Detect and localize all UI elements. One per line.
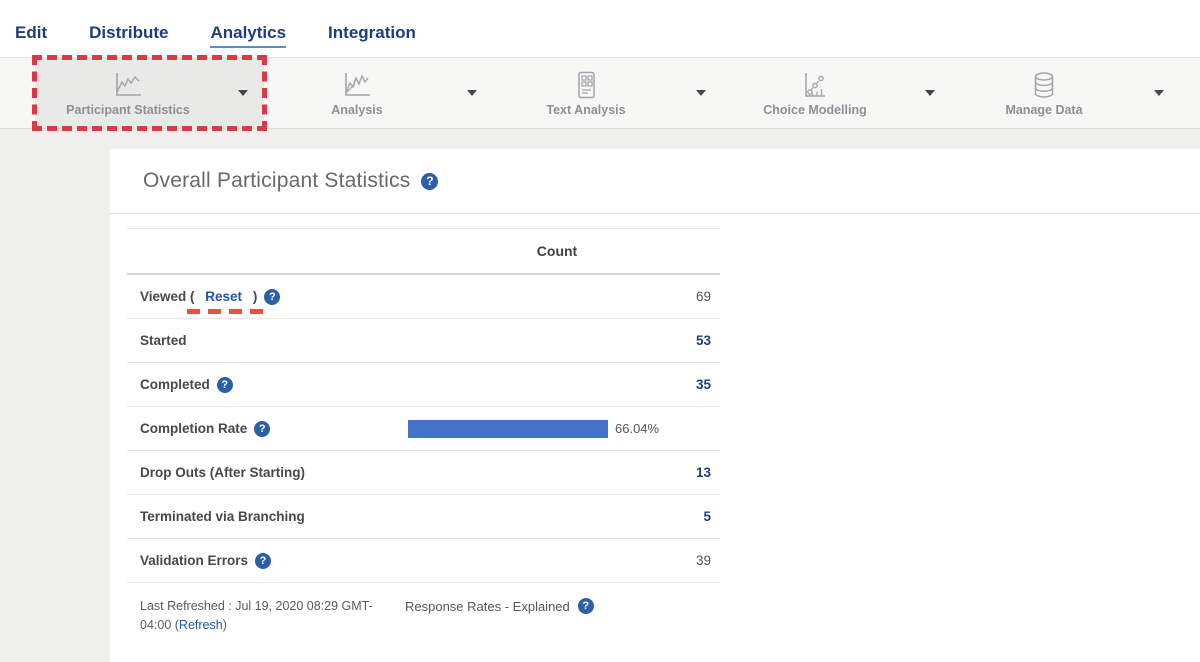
toolbar-dropdown-analysis[interactable] — [450, 58, 493, 128]
toolbar-tab-text-analysis[interactable]: Text Analysis — [493, 58, 679, 128]
table-row-drop-outs: Drop Outs (After Starting) 13 — [127, 451, 720, 495]
row-label-text: ) — [249, 289, 257, 304]
panel-header: Overall Participant Statistics ? — [110, 149, 1200, 214]
toolbar-tab-choice-modelling[interactable]: Choice Modelling — [722, 58, 908, 128]
table-row-viewed: Viewed ( Reset )? 69 — [127, 275, 720, 319]
row-value-completed[interactable]: 35 — [696, 377, 711, 392]
chevron-down-icon — [696, 90, 706, 96]
table-footer: Last Refreshed : Jul 19, 2020 08:29 GMT-… — [127, 583, 720, 636]
toolbar-group-text-analysis: Text Analysis — [493, 58, 722, 128]
analytics-toolbar: Participant Statistics Analysis Text Analy… — [0, 57, 1200, 129]
toolbar-group-choice-modelling: Choice Modelling — [722, 58, 951, 128]
toolbar-group-participant-statistics: Participant Statistics — [35, 58, 264, 128]
toolbar-group-analysis: Analysis — [264, 58, 493, 128]
toolbar-tab-label: Participant Statistics — [66, 103, 190, 117]
database-icon — [1027, 70, 1061, 100]
row-label-text: Drop Outs (After Starting) — [140, 465, 305, 480]
table-header-row: Count — [127, 228, 720, 275]
refresh-link[interactable]: Refresh — [179, 618, 223, 632]
row-value-started[interactable]: 53 — [696, 333, 711, 348]
table-row-completed: Completed? 35 — [127, 363, 720, 407]
row-label: Started — [140, 333, 187, 348]
toolbar-dropdown-choice-modelling[interactable] — [908, 58, 951, 128]
row-label: Completion Rate? — [140, 421, 270, 437]
table-row-validation-errors: Validation Errors? 39 — [127, 539, 720, 583]
help-icon[interactable]: ? — [578, 598, 594, 614]
toolbar-tab-analysis[interactable]: Analysis — [264, 58, 450, 128]
toolbar-dropdown-manage-data[interactable] — [1137, 58, 1180, 128]
help-icon[interactable]: ? — [254, 421, 270, 437]
line-chart-icon — [111, 70, 145, 100]
table-row-started: Started 53 — [127, 319, 720, 363]
table-row-terminated: Terminated via Branching 5 — [127, 495, 720, 539]
reset-link[interactable]: Reset — [205, 289, 242, 304]
completion-rate-value: 66.04% — [615, 421, 659, 436]
top-nav: Edit Distribute Analytics Integration — [0, 0, 1200, 57]
row-label-text: Started — [140, 333, 187, 348]
row-label: Drop Outs (After Starting) — [140, 465, 305, 480]
count-column-header: Count — [507, 229, 607, 274]
help-icon[interactable]: ? — [255, 553, 271, 569]
toolbar-tab-label: Manage Data — [1005, 103, 1082, 117]
help-icon[interactable]: ? — [264, 289, 280, 305]
stats-table: Count Viewed ( Reset )? 69 Started 53 Comple… — [127, 228, 720, 636]
scatter-chart-icon — [798, 70, 832, 100]
row-label-text: Viewed ( — [140, 289, 198, 304]
nav-item-analytics[interactable]: Analytics — [210, 23, 286, 48]
paren-open: ( — [171, 618, 179, 632]
row-label-text: Validation Errors — [140, 553, 248, 568]
trend-chart-icon — [340, 70, 374, 100]
content-background: Overall Participant Statistics ? Count V… — [0, 129, 1200, 662]
table-row-completion-rate: Completion Rate? 66.04% — [127, 407, 720, 451]
row-value-terminated[interactable]: 5 — [703, 509, 711, 524]
toolbar-tab-participant-statistics[interactable]: Participant Statistics — [35, 58, 221, 128]
last-refreshed-text: Last Refreshed : Jul 19, 2020 08:29 GMT-… — [140, 597, 380, 636]
completion-rate-bar-fill — [408, 420, 608, 438]
row-label: Completed? — [140, 377, 233, 393]
page-title: Overall Participant Statistics — [143, 169, 410, 193]
row-label-text: Terminated via Branching — [140, 509, 305, 524]
toolbar-dropdown-participant-statistics[interactable] — [221, 58, 264, 128]
nav-item-edit[interactable]: Edit — [15, 23, 47, 48]
row-value-drop-outs[interactable]: 13 — [696, 465, 711, 480]
completion-rate-bar: 66.04% — [408, 420, 659, 438]
toolbar-dropdown-text-analysis[interactable] — [679, 58, 722, 128]
row-value-viewed: 69 — [696, 289, 711, 304]
document-grid-icon — [569, 70, 603, 100]
chevron-down-icon — [238, 90, 248, 96]
row-label: Viewed ( Reset )? — [140, 289, 280, 305]
toolbar-tab-manage-data[interactable]: Manage Data — [951, 58, 1137, 128]
annotation-dashes — [187, 309, 271, 314]
row-label: Terminated via Branching — [140, 509, 305, 524]
chevron-down-icon — [467, 90, 477, 96]
row-value-validation-errors: 39 — [696, 553, 711, 568]
toolbar-tab-label: Text Analysis — [546, 103, 625, 117]
chevron-down-icon — [925, 90, 935, 96]
nav-item-integration[interactable]: Integration — [328, 23, 416, 48]
content-panel: Overall Participant Statistics ? Count V… — [110, 149, 1200, 662]
row-label-text: Completion Rate — [140, 421, 247, 436]
toolbar-group-manage-data: Manage Data — [951, 58, 1180, 128]
paren-close: ) — [223, 618, 227, 632]
nav-item-distribute[interactable]: Distribute — [89, 23, 168, 48]
toolbar-tab-label: Analysis — [331, 103, 382, 117]
toolbar-tab-label: Choice Modelling — [763, 103, 866, 117]
response-rates-label: Response Rates - Explained — [405, 599, 570, 614]
response-rates-explained: Response Rates - Explained ? — [405, 597, 594, 614]
help-icon[interactable]: ? — [421, 173, 438, 190]
help-icon[interactable]: ? — [217, 377, 233, 393]
row-label-text: Completed — [140, 377, 210, 392]
chevron-down-icon — [1154, 90, 1164, 96]
row-label: Validation Errors? — [140, 553, 271, 569]
